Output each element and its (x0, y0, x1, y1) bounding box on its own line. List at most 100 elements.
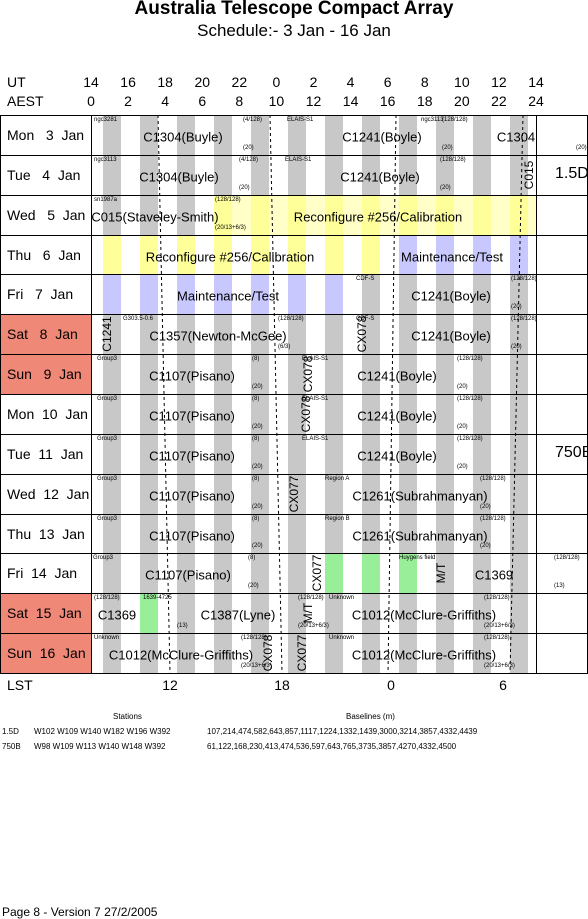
time-band (399, 116, 418, 155)
row-divider (0, 154, 588, 156)
config-label: 750B (555, 443, 588, 461)
time-band (325, 514, 344, 554)
source-label: CDF-S (356, 276, 375, 283)
time-band (473, 235, 492, 275)
time-band (139, 395, 158, 434)
day-label-text: Tue 11 Jan (7, 445, 84, 462)
aest-axis-label: AEST (7, 93, 44, 109)
row-divider (0, 593, 588, 595)
time-band (102, 116, 121, 155)
cycle-note: (20) (252, 423, 263, 430)
row-divider (0, 473, 588, 475)
time-band (325, 395, 344, 434)
time-band (102, 474, 121, 514)
project-label: C1241(Boyle) (411, 328, 491, 344)
source-label: Group3 (93, 555, 114, 562)
time-band (176, 395, 195, 434)
time-band (287, 634, 306, 674)
legend-baselines: 61,122,168,230,413,474,536,597,643,765,3… (207, 742, 457, 751)
lst-tick: 18 (274, 677, 290, 693)
time-band (102, 355, 121, 395)
time-band (473, 275, 492, 315)
aest-tick: 20 (454, 93, 470, 109)
project-label: C1304(Buyle) (143, 129, 223, 145)
source-label: ELAIS-S1 (302, 396, 329, 403)
time-band (287, 355, 306, 395)
source-label: Unknown (329, 595, 355, 602)
day-label: Sat 8 Jan (0, 314, 91, 355)
day-label-text: Tue 4 Jan (7, 166, 81, 183)
day-label: Sat 15 Jan (0, 593, 91, 634)
scan-note: (8) (252, 356, 260, 363)
source-label: ELAIS-S1 (287, 117, 314, 123)
row-divider (0, 513, 588, 515)
time-band (436, 594, 455, 634)
legend-cfg: 1.5D (2, 727, 19, 736)
time-band (176, 235, 195, 275)
time-band (362, 355, 381, 395)
time-band (399, 554, 418, 594)
time-band (362, 434, 381, 474)
config-label: 1.5D (555, 164, 588, 182)
cycle-note: (13) (554, 583, 565, 590)
time-band (213, 315, 232, 355)
time-band (139, 434, 158, 474)
time-band (287, 474, 306, 514)
time-band (139, 275, 158, 315)
legend-row-1: 1.5D W102 W109 W140 W182 W196 W392 107,2… (2, 727, 477, 736)
day-label: Tue 4 Jan (0, 155, 91, 195)
source-label: G303.5-0.6 (123, 316, 154, 323)
time-band (176, 554, 195, 594)
lst-guide-line (157, 115, 171, 674)
footer: Page 8 - Version 7 27/2/2005 (2, 905, 158, 919)
project-label: C1241(Boyle) (411, 288, 491, 304)
ut-tick: 22 (231, 74, 248, 90)
cycle-note: (20/13+6/3) (298, 623, 329, 630)
day-label: Fri 14 Jan (0, 553, 91, 593)
stations-title: Stations (113, 712, 142, 721)
cycle-note: (20) (248, 583, 259, 590)
time-band (436, 155, 455, 195)
day-label: Fri 7 Jan (0, 274, 91, 314)
project-label: C1241(Boyle) (342, 129, 422, 145)
time-band (213, 554, 232, 594)
time-band (250, 275, 269, 315)
source-label: 1639-4725 (143, 595, 172, 602)
aest-tick: 2 (124, 93, 132, 109)
scan-note: (128/128) (480, 515, 506, 522)
time-band (399, 395, 418, 434)
cycle-note: (6/3) (278, 344, 291, 351)
time-band (399, 514, 418, 554)
lst-guide-lines (157, 115, 524, 674)
project-label: C1304 (496, 129, 536, 145)
time-band (102, 155, 121, 195)
lst-tick: 0 (387, 677, 395, 693)
lst-axis-label: LST (7, 677, 33, 693)
day-label: Wed 12 Jan (0, 474, 91, 514)
row-divider (0, 194, 588, 196)
time-band (325, 554, 344, 594)
lst-guide-line (269, 115, 283, 674)
aest-tick: 8 (235, 93, 244, 109)
source-label: (128/128) (94, 595, 120, 602)
project-label: C1261(Subrahmanyan) (352, 528, 488, 544)
reconfigure-fill (224, 195, 536, 235)
grid-right-edge (536, 115, 537, 674)
cycle-note: (20) (480, 543, 491, 550)
time-band (176, 634, 195, 674)
time-band (362, 514, 381, 554)
cycle-note: (20) (252, 384, 263, 391)
source-label: ELAIS-S1 (302, 356, 329, 363)
project-label: C1241(Boyle) (340, 169, 420, 185)
time-band (399, 235, 418, 275)
time-band (436, 116, 455, 155)
time-band (213, 395, 232, 434)
time-band (473, 514, 492, 554)
time-band (287, 235, 306, 275)
source-label: Region A (325, 475, 350, 482)
aest-tick: 6 (198, 93, 207, 109)
time-band (325, 235, 344, 275)
day-label: Sun 16 Jan (0, 633, 91, 674)
legend-cfg: 750B (2, 742, 21, 751)
time-band (436, 634, 455, 674)
